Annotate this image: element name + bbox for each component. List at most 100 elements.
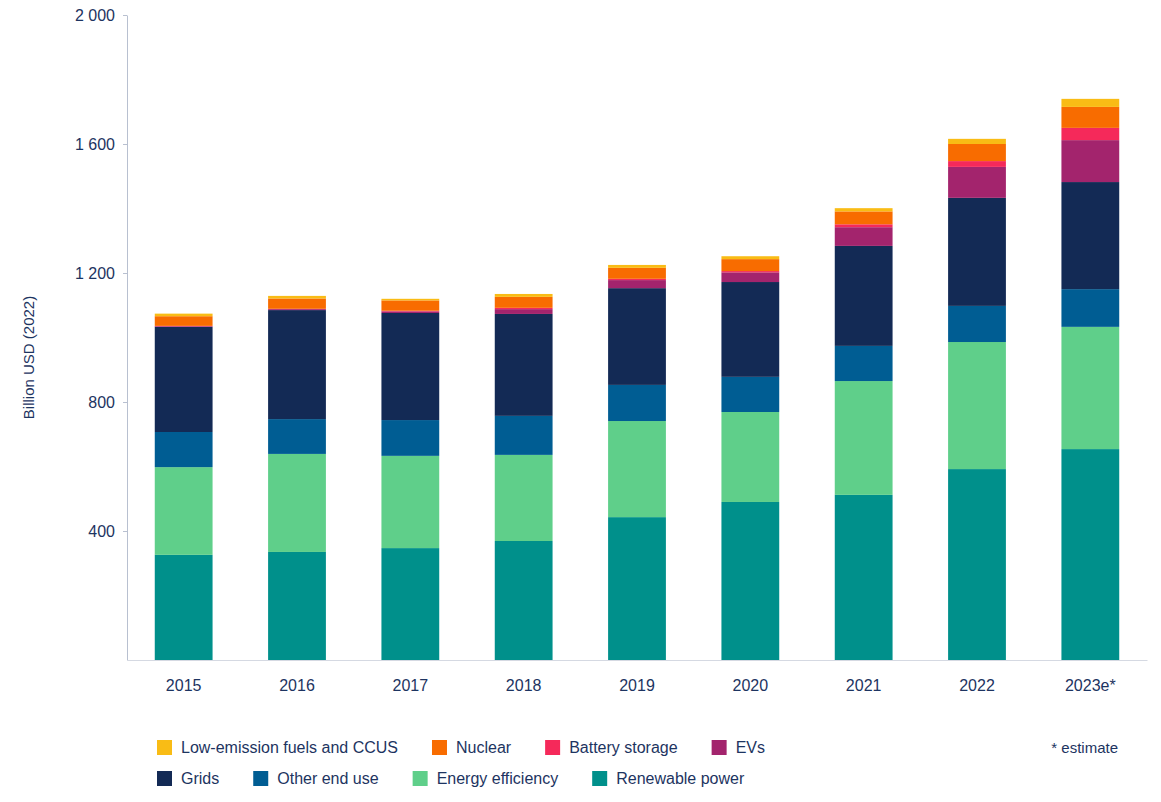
- bar: [948, 144, 1006, 161]
- bar: [608, 421, 666, 517]
- bar: [721, 256, 779, 259]
- axis-line: [128, 660, 1148, 661]
- series-bars: [155, 107, 1119, 326]
- chart: 4008001 2001 6002 0002015201620172018201…: [0, 0, 1161, 802]
- legend-label: Other end use: [277, 770, 379, 787]
- tick: 2019: [619, 660, 655, 694]
- legend-label: Nuclear: [456, 739, 512, 756]
- legend-swatch: [253, 771, 268, 786]
- bar: [1061, 128, 1119, 140]
- legend-item: Grids: [157, 770, 219, 787]
- bar: [381, 420, 439, 456]
- legend-swatch: [712, 740, 727, 755]
- legend-label: Renewable power: [616, 770, 745, 787]
- tick-label: 2021: [846, 677, 882, 694]
- legend-item: Other end use: [253, 770, 379, 787]
- tick-label: 2023e*: [1065, 677, 1116, 694]
- legend-label: Low-emission fuels and CCUS: [181, 739, 398, 756]
- tick: 2 000: [75, 7, 127, 24]
- bar: [608, 385, 666, 421]
- tick: 2023e*: [1065, 660, 1116, 694]
- tick-mark: [123, 402, 127, 403]
- bar: [1061, 107, 1119, 128]
- bar: [1061, 99, 1119, 107]
- legend-label: Battery storage: [569, 739, 678, 756]
- bar: [835, 381, 893, 495]
- bar: [381, 548, 439, 660]
- bar: [1061, 449, 1119, 660]
- legend-item: EVs: [712, 739, 765, 756]
- bar: [835, 211, 893, 224]
- bar: [495, 308, 553, 309]
- bar: [495, 294, 553, 297]
- bar: [1061, 182, 1119, 289]
- tick-label: 400: [88, 523, 115, 540]
- tick-mark: [123, 531, 127, 532]
- bar: [608, 280, 666, 288]
- tick: 2021: [846, 660, 882, 694]
- annotation: * estimate: [1051, 739, 1118, 756]
- tick-mark: [123, 15, 127, 16]
- bar: [835, 227, 893, 246]
- tick-label: 1 200: [75, 265, 115, 282]
- legend-item: Nuclear: [432, 739, 512, 756]
- bar: [721, 412, 779, 502]
- bar: [155, 326, 213, 328]
- legend-swatch: [545, 740, 560, 755]
- tick: 2022: [959, 660, 995, 694]
- bar: [608, 265, 666, 268]
- legend-item: Low-emission fuels and CCUS: [157, 739, 398, 756]
- bar: [155, 555, 213, 660]
- bar: [721, 272, 779, 282]
- tick-label: 2022: [959, 677, 995, 694]
- tick-label: 2015: [166, 677, 202, 694]
- bar: [155, 314, 213, 317]
- bar: [495, 314, 553, 416]
- tick: 2020: [733, 660, 769, 694]
- tick-mark: [123, 144, 127, 145]
- bar: [381, 313, 439, 420]
- tick-label: 2019: [619, 677, 655, 694]
- bar: [608, 517, 666, 660]
- bar: [381, 300, 439, 310]
- tick-label: 1 600: [75, 136, 115, 153]
- bar: [721, 502, 779, 660]
- legend-item: Battery storage: [545, 739, 678, 756]
- bar: [948, 139, 1006, 144]
- bar: [495, 541, 553, 660]
- tick-mark: [123, 273, 127, 274]
- series-bars: [155, 289, 1119, 467]
- bar: [948, 161, 1006, 167]
- tick: 1 200: [75, 265, 127, 282]
- series-bars: [155, 99, 1119, 316]
- legend-swatch: [432, 740, 447, 755]
- bar: [948, 469, 1006, 660]
- bar: [155, 467, 213, 555]
- legend-label: Grids: [181, 770, 219, 787]
- bar: [268, 298, 326, 308]
- tick-label: 800: [88, 394, 115, 411]
- tick-label: 2 000: [75, 7, 115, 24]
- bar: [495, 309, 553, 314]
- bar: [835, 224, 893, 227]
- series-bars: [155, 128, 1119, 326]
- bar: [721, 271, 779, 272]
- tick-label: 2016: [279, 677, 315, 694]
- bar: [721, 377, 779, 412]
- tick-label: 2020: [733, 677, 769, 694]
- tick: 2018: [506, 660, 542, 694]
- bar: [1061, 327, 1119, 449]
- bar: [155, 316, 213, 326]
- bar: [948, 198, 1006, 306]
- bar: [1061, 289, 1119, 327]
- bar: [835, 246, 893, 346]
- bar: [268, 296, 326, 299]
- bar: [608, 288, 666, 385]
- tick: 2015: [166, 660, 202, 694]
- bar: [268, 309, 326, 311]
- bar: [155, 327, 213, 432]
- tick-label: 2018: [506, 677, 542, 694]
- legend-item: Renewable power: [592, 770, 745, 787]
- tick: 2016: [279, 660, 315, 694]
- bar: [268, 454, 326, 552]
